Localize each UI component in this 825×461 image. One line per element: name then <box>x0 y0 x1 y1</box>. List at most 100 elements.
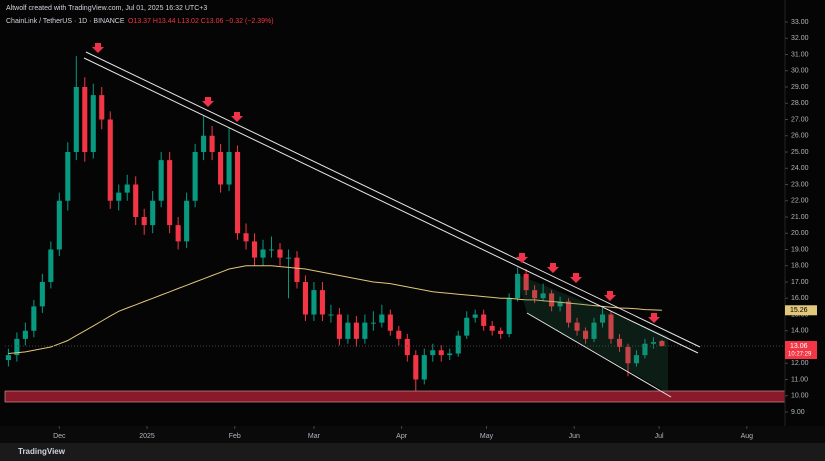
candle-body <box>506 298 512 334</box>
y-tick-label: 33.00 <box>791 19 809 26</box>
candle-body <box>48 249 54 282</box>
x-tick-label: May <box>480 433 494 440</box>
candle-body <box>413 355 419 380</box>
candle-body <box>14 338 20 356</box>
candle-body <box>438 350 444 356</box>
candle-body <box>659 340 665 347</box>
y-tick-label: 20.00 <box>791 230 809 237</box>
y-tick-label: 18.00 <box>791 263 809 270</box>
drawings <box>4 43 786 403</box>
candle-body <box>158 160 164 201</box>
candle-body <box>22 330 28 339</box>
candle-body <box>345 322 351 339</box>
footer-bar <box>0 443 825 461</box>
arrow <box>570 273 582 283</box>
y-tick-label: 32.00 <box>791 35 809 42</box>
candle-body <box>82 87 88 152</box>
candle-body <box>625 347 631 364</box>
candle-body <box>489 325 495 331</box>
arrows <box>92 43 660 323</box>
candle-body <box>124 184 130 193</box>
candle-body <box>218 152 224 185</box>
candle-body <box>56 200 62 250</box>
y-tick-label: 12.00 <box>791 360 809 367</box>
candle-body <box>574 322 580 331</box>
candle-body <box>116 192 122 201</box>
ohlc-readout: O13.37 H13.44 L13.02 C13.06 −0.32 (−2.39… <box>128 18 274 25</box>
y-tick-label: 28.00 <box>791 100 809 107</box>
candle-body <box>243 233 249 242</box>
x-tick-label: Jun <box>569 433 580 440</box>
y-tick-label: 14.00 <box>791 328 809 335</box>
candle-body <box>353 322 359 339</box>
candle-body <box>650 342 656 344</box>
x-tick-label: Aug <box>741 433 754 440</box>
candle-body <box>209 135 215 152</box>
candle-body <box>447 353 453 356</box>
candle-body <box>201 135 207 152</box>
candle-body <box>167 160 173 226</box>
arrow <box>516 253 528 263</box>
arrow <box>202 97 214 107</box>
candle-body <box>430 350 436 356</box>
candle-body <box>591 322 597 339</box>
y-tick-label: 21.00 <box>791 214 809 221</box>
header: Altwolf created with TradingView.com, Ju… <box>6 5 207 12</box>
ma-tag-label: 15.26 <box>790 307 808 314</box>
candle-body <box>387 314 393 331</box>
candle-body <box>192 152 198 201</box>
candle-body <box>133 184 139 217</box>
candle-body <box>557 301 563 307</box>
candle-body <box>608 314 614 339</box>
x-tick-label: Dec <box>53 433 66 440</box>
x-tick-label: 2025 <box>139 433 155 440</box>
y-tick-label: 29.00 <box>791 84 809 91</box>
trendline <box>83 57 699 354</box>
candle-body <box>336 314 342 339</box>
y-tick-label: 26.00 <box>791 133 809 140</box>
y-tick-label: 11.00 <box>791 376 808 383</box>
moving-average <box>8 265 662 354</box>
y-tick-label: 30.00 <box>791 68 809 75</box>
x-tick-label: Apr <box>396 433 408 440</box>
candle-body <box>31 306 37 331</box>
ma-tag <box>785 305 817 316</box>
x-tick-label: Mar <box>308 433 321 440</box>
candle-body <box>523 273 529 291</box>
symbol: ChainLink / TetherUS · 1D · BINANCE <box>6 18 125 25</box>
candle-body <box>285 257 292 259</box>
y-tick-label: 24.00 <box>791 165 809 172</box>
price-tag <box>785 341 817 360</box>
candle-body <box>73 87 79 152</box>
candle-body <box>396 330 402 339</box>
candle-body <box>566 301 572 323</box>
x-tick-label: Feb <box>229 433 241 440</box>
y-tick-label: 27.00 <box>791 116 809 123</box>
candle-body <box>540 293 546 299</box>
candle-body <box>90 95 96 152</box>
candle-body <box>532 290 538 299</box>
candle-body <box>150 200 156 226</box>
price-tag-label: 13.06 <box>790 343 808 350</box>
arrow <box>231 112 243 122</box>
candle-body <box>498 330 504 334</box>
candle-body <box>5 355 11 360</box>
candle-body <box>455 335 461 354</box>
candle-body <box>260 249 266 258</box>
arrow <box>604 291 616 301</box>
trendline <box>85 51 701 348</box>
y-tick-label: 31.00 <box>791 51 809 58</box>
candle-body <box>481 314 487 326</box>
candle-body <box>107 119 113 201</box>
candle-body <box>302 282 309 315</box>
candle-body <box>370 322 376 324</box>
candle-body <box>472 314 478 318</box>
candle-body <box>39 282 45 307</box>
candle-body <box>379 314 385 323</box>
y-tick-label: 9.00 <box>791 409 805 416</box>
candle-body <box>268 249 275 251</box>
candle-body <box>235 152 241 234</box>
y-tick-label: 19.00 <box>791 246 809 253</box>
